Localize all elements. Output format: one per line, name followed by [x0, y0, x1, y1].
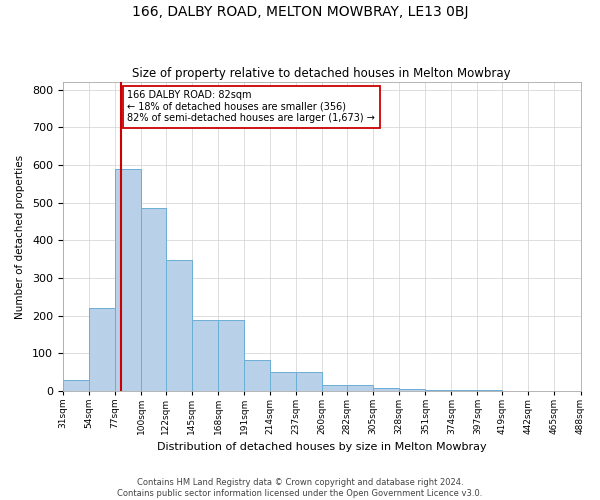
Bar	[399, 389, 425, 391]
Bar	[296, 372, 322, 391]
Bar	[425, 390, 451, 391]
Bar	[451, 390, 478, 391]
Bar	[373, 388, 399, 391]
Bar	[347, 385, 373, 391]
Bar	[270, 372, 296, 391]
X-axis label: Distribution of detached houses by size in Melton Mowbray: Distribution of detached houses by size …	[157, 442, 487, 452]
Bar	[244, 360, 270, 391]
Bar	[192, 320, 218, 391]
Bar	[89, 308, 115, 391]
Y-axis label: Number of detached properties: Number of detached properties	[15, 154, 25, 318]
Bar	[166, 260, 192, 391]
Text: 166, DALBY ROAD, MELTON MOWBRAY, LE13 0BJ: 166, DALBY ROAD, MELTON MOWBRAY, LE13 0B…	[132, 5, 468, 19]
Text: Contains HM Land Registry data © Crown copyright and database right 2024.
Contai: Contains HM Land Registry data © Crown c…	[118, 478, 482, 498]
Bar	[141, 208, 166, 391]
Text: 166 DALBY ROAD: 82sqm
← 18% of detached houses are smaller (356)
82% of semi-det: 166 DALBY ROAD: 82sqm ← 18% of detached …	[127, 90, 375, 123]
Title: Size of property relative to detached houses in Melton Mowbray: Size of property relative to detached ho…	[133, 66, 511, 80]
Bar	[218, 320, 244, 391]
Bar	[63, 380, 89, 391]
Bar	[322, 385, 347, 391]
Bar	[115, 168, 141, 391]
